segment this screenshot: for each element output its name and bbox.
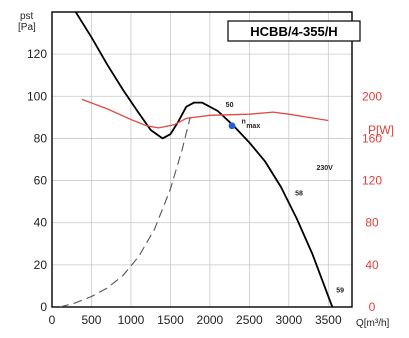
curve-annotation: max [246,123,260,130]
y-left-tick-label: 60 [34,174,48,188]
y-left-tick-label: 80 [34,131,48,145]
tick-labels: 0 500 1000 1500 2000 2500 3000 3500020406080100… [27,47,382,327]
curve-annotation: 58 [295,190,303,197]
power-curve [81,98,329,129]
y-left-label: pst [20,11,34,22]
y-left-tick-label: 100 [27,89,47,103]
y-right-tick-label: 0 [369,300,376,314]
grid [51,12,352,308]
x-label: Q[m³/h] [356,318,390,329]
operating-point-marker [228,122,236,130]
y-right-tick-label: 200 [362,89,382,103]
y-right-tick-label: 160 [362,131,382,145]
curve-annotation: 230V [316,165,333,172]
y-right-tick-label: 120 [362,174,382,188]
x-tick-label: 1500 [157,313,184,327]
curve-annotation: n [241,119,245,126]
plot-frame [51,11,353,308]
chart-title: HCBB/4-355/H [250,24,337,39]
y-left-tick-label: 20 [34,258,48,272]
x-tick-label: 3000 [275,313,302,327]
y-right-tick-label: 40 [365,258,379,272]
pressure-curve [74,11,334,308]
x-tick-label: 0 [49,313,56,327]
x-tick-label: 3500 [315,313,342,327]
x-tick-label: 1000 [118,313,145,327]
x-tick-label: 2500 [236,313,263,327]
title-box [227,20,361,42]
y-left-unit: [Pa] [18,22,36,33]
x-tick-label: 2000 [197,313,224,327]
y-right-label: P[W] [368,123,394,137]
y-left-tick-label: 40 [34,216,48,230]
x-tick-label: 500 [81,313,101,327]
y-right-tick-label: 80 [365,216,379,230]
curve-annotation: 59 [336,287,344,294]
curve-annotation: 50 [226,102,234,109]
y-left-tick-label: 120 [27,47,47,61]
y-left-tick-label: 0 [40,300,47,314]
